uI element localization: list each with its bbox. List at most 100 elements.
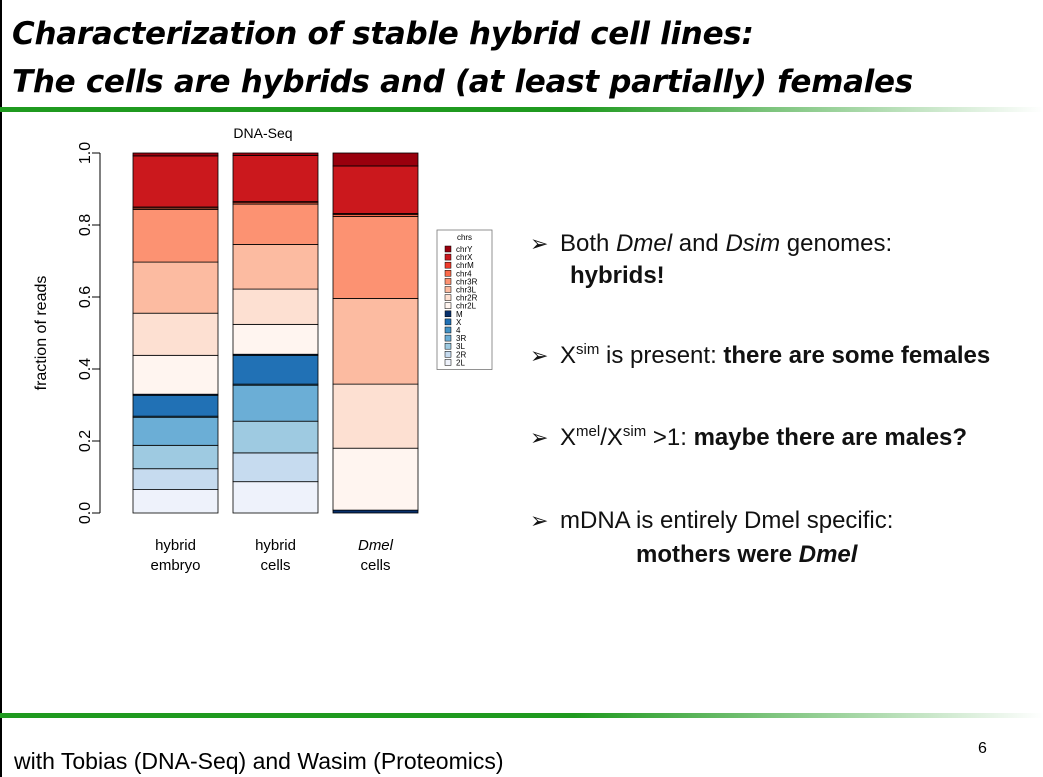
legend-label: chr2R (456, 294, 478, 303)
bar-segment-X (232, 354, 319, 385)
y-tick-label: 1.0 (77, 142, 94, 164)
arrow-bullet-icon: ➢ (530, 231, 549, 256)
bullet-text: >1: (646, 424, 694, 451)
bar-segment-chr3R (332, 215, 419, 299)
x-category-label: cells (260, 557, 290, 574)
bar-segment-chr3L (232, 244, 319, 290)
legend-label: X (456, 318, 462, 327)
bullet-males: ➢ Xmel/Xsim >1: maybe there are males? (530, 423, 967, 452)
legend-label: 3L (456, 342, 465, 351)
legend-swatch-chrX (444, 253, 452, 261)
bar-segment-chrY (332, 152, 419, 167)
bar-segment-2L (232, 481, 319, 514)
bar-segment-3L (232, 420, 319, 454)
chart-title: DNA-Seq (233, 125, 292, 141)
legend-swatch-chr2L (444, 302, 452, 309)
slide-frame-border (0, 0, 2, 777)
bullet-superscript: sim (576, 341, 600, 358)
bar-segment-chr3R (232, 203, 319, 245)
footer-credits: with Tobias (DNA-Seq) and Wasim (Proteom… (14, 748, 504, 774)
bar-segment-chr2L (332, 447, 419, 511)
x-category-label: cells (360, 557, 390, 574)
legend-swatch-chr3R (444, 278, 452, 285)
legend-label: chrX (456, 253, 473, 262)
legend-swatch-3R (444, 334, 452, 342)
legend-label: 2L (456, 358, 465, 367)
bar-segment-chr2R (332, 383, 419, 449)
y-tick-label: 0.6 (77, 286, 94, 308)
bar-segment-chr3R (132, 209, 219, 263)
bar-segment-chr2R (232, 288, 319, 325)
bar-segment-chrY (132, 152, 219, 157)
slide-title-line-2: The cells are hybrids and (at least part… (12, 64, 913, 100)
legend-label: chr2L (456, 302, 477, 311)
legend-swatch-3L (444, 342, 452, 350)
bullet-text: X (560, 424, 577, 451)
x-category-label: hybrid (155, 537, 196, 554)
legend-swatch-4 (444, 326, 452, 334)
bullet-hybrids: ➢ Both Dmel and Dsim genomes: hybrids! (530, 230, 892, 290)
legend-label: chr4 (456, 269, 472, 278)
legend-label: M (456, 310, 463, 319)
dna-seq-stacked-bar-chart: DNA-Seq 0.0 0.2 0.4 0.6 0.8 1.0 fraction of rea… (33, 125, 493, 574)
legend-label: 3R (456, 334, 466, 343)
bullet-species-dmel: Dmel (798, 541, 858, 568)
legend-swatch-chr3L (444, 286, 452, 293)
legend-swatch-X (444, 318, 452, 326)
bullet-text: Both (560, 230, 617, 257)
legend-swatch-2L (444, 359, 452, 366)
y-tick-label: 0.4 (77, 358, 94, 380)
legend-label: chrY (456, 245, 473, 254)
bullet-species-dsim: Dsim (725, 230, 781, 257)
y-tick-label: 0.2 (77, 430, 94, 452)
bullet-text: mothers were (636, 541, 799, 568)
bullet-text: X (560, 342, 577, 369)
bar-segment-chr2L (132, 354, 219, 395)
bullet-conclusion: there are some females (723, 342, 991, 369)
y-tick-label: 0.8 (77, 214, 94, 236)
legend-label: 2R (456, 350, 466, 359)
arrow-bullet-icon: ➢ (530, 508, 549, 533)
bullet-conclusion: maybe there are males? (693, 424, 968, 451)
page-number: 6 (978, 740, 987, 757)
bar-segment-3R (132, 416, 219, 446)
arrow-bullet-icon: ➢ (530, 425, 549, 450)
bar-segment-M (332, 509, 419, 514)
legend-swatch-chrM (444, 261, 452, 269)
bar-segment-3R (232, 384, 319, 422)
slide-title-line-1: Characterization of stable hybrid cell l… (12, 16, 754, 52)
legend-swatch-chr4 (444, 270, 452, 277)
bar-segment-chrX (332, 165, 419, 214)
bar-segment-chrY (232, 152, 319, 156)
bullet-conclusion: hybrids! (570, 262, 665, 289)
bullet-text: /X (600, 424, 623, 451)
title-divider (0, 107, 1043, 112)
bar-segment-chr3L (132, 261, 219, 314)
bullet-text: mDNA is entirely Dmel specific: (560, 507, 894, 534)
legend-title: chrs (457, 233, 472, 242)
bar-segment-chr3L (332, 298, 419, 385)
x-category-label: Dmel (358, 537, 394, 554)
x-category-label: hybrid (255, 537, 296, 554)
legend-label: 4 (456, 326, 461, 335)
bar-segment-chrX (232, 155, 319, 203)
arrow-bullet-icon: ➢ (530, 343, 549, 368)
legend-label: chr3R (456, 277, 478, 286)
bar-segment-3L (132, 444, 219, 470)
legend-label: chr3L (456, 286, 477, 295)
bar-segment-2L (132, 489, 219, 514)
legend-swatch-chr2R (444, 294, 452, 301)
bullet-conclusion: mothers were Dmel (636, 541, 893, 569)
bullet-superscript: mel (576, 423, 601, 440)
bullet-mdna: ➢ mDNA is entirely Dmel specific: mothers… (530, 507, 893, 569)
bullet-text: is present: (599, 342, 724, 369)
legend-label: chrM (456, 261, 474, 270)
footer-divider (0, 713, 1043, 718)
bar-segment-X (132, 394, 219, 417)
bullet-females: ➢ Xsim is present: there are some females (530, 341, 990, 370)
bar-segment-chr2L (232, 323, 319, 355)
bullet-text: and (672, 230, 726, 257)
bullet-superscript: sim (622, 423, 647, 440)
y-axis-label: fraction of reads (33, 276, 50, 391)
legend-swatch-M (444, 310, 452, 318)
